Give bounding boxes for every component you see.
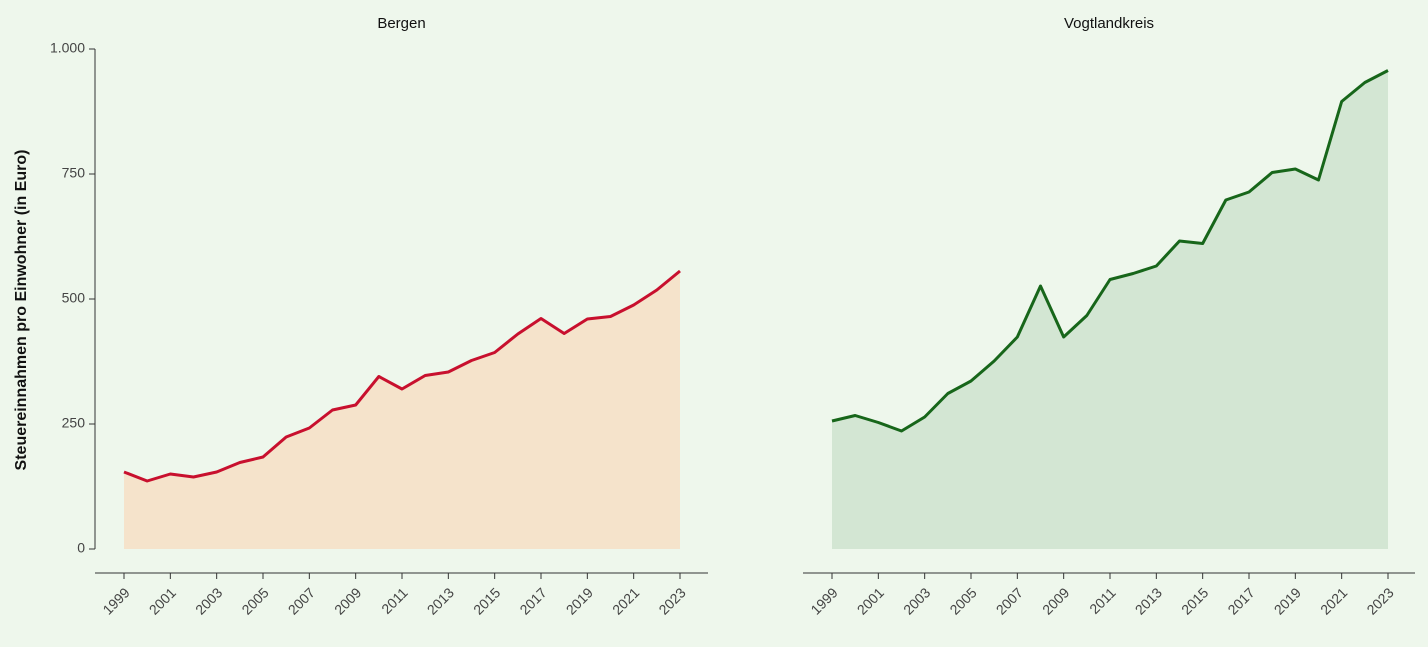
x-tick-label: 2023 <box>1363 584 1396 617</box>
y-tick-label: 0 <box>77 540 85 556</box>
panel-title: Vogtlandkreis <box>1064 15 1154 32</box>
y-tick-label: 1.000 <box>50 40 85 56</box>
y-tick-label: 500 <box>62 290 86 306</box>
x-tick-label: 2005 <box>946 584 979 617</box>
x-tick-label: 2003 <box>192 584 225 617</box>
x-tick-label: 2011 <box>378 584 411 617</box>
x-tick-label: 2021 <box>609 584 642 617</box>
x-tick-label: 2015 <box>1178 584 1211 617</box>
x-tick-label: 2001 <box>854 584 887 617</box>
y-tick-label: 250 <box>62 415 86 431</box>
x-tick-label: 2007 <box>285 584 318 617</box>
panel-title: Bergen <box>377 15 425 32</box>
x-tick-label: 2017 <box>1224 584 1257 617</box>
line <box>831 69 1389 433</box>
x-tick-label: 2001 <box>146 584 179 617</box>
y-tick-label: 750 <box>62 165 86 181</box>
x-tick-label: 2007 <box>993 584 1026 617</box>
x-tick-label: 2019 <box>563 584 596 617</box>
x-tick-label: 2023 <box>655 584 688 617</box>
x-tick-label: 2011 <box>1086 584 1119 617</box>
x-tick-label: 2003 <box>900 584 933 617</box>
x-tick-label: 2021 <box>1317 584 1350 617</box>
x-tick-label: 1999 <box>807 584 840 617</box>
line <box>123 269 681 483</box>
x-tick-label: 2009 <box>1039 584 1072 617</box>
area <box>832 70 1388 549</box>
x-tick-label: 2013 <box>424 584 457 617</box>
x-tick-label: 2017 <box>516 584 549 617</box>
x-tick-label: 2019 <box>1271 584 1304 617</box>
x-tick-label: 2005 <box>238 584 271 617</box>
x-tick-label: 2009 <box>331 584 364 617</box>
x-tick-label: 1999 <box>99 584 132 617</box>
area <box>124 271 680 549</box>
x-tick-label: 2015 <box>470 584 503 617</box>
y-axis-label: Steuereinnahmen pro Einwohner (in Euro) <box>13 150 30 471</box>
x-tick-label: 2013 <box>1132 584 1165 617</box>
